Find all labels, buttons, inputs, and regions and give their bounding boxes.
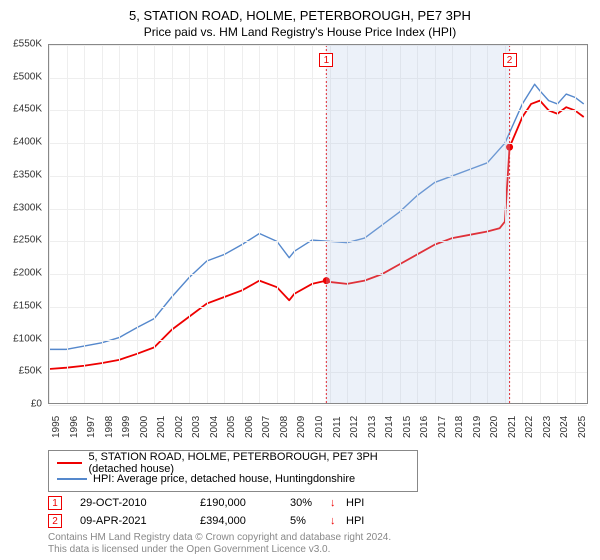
x-tick-label: 2024 [559,416,570,438]
chart-plot-area: 12 [48,44,588,404]
sale-marker-1: 1 [48,496,62,510]
x-tick-label: 2008 [279,416,290,438]
x-tick-label: 2013 [367,416,378,438]
x-tick-label: 2005 [226,416,237,438]
chart-title: 5, STATION ROAD, HOLME, PETERBOROUGH, PE… [0,0,600,23]
footer: Contains HM Land Registry data © Crown c… [48,532,391,555]
y-tick-label: £450K [13,104,42,115]
footer-line-2: This data is licensed under the Open Gov… [48,544,391,556]
y-tick-label: £100K [13,333,42,344]
y-tick-label: £200K [13,268,42,279]
x-tick-label: 1995 [51,416,62,438]
legend-row-property: 5, STATION ROAD, HOLME, PETERBOROUGH, PE… [57,455,409,471]
x-tick-label: 2000 [139,416,150,438]
x-tick-label: 2006 [244,416,255,438]
y-axis-labels: £0£50K£100K£150K£200K£250K£300K£350K£400… [0,44,46,404]
legend-swatch-hpi [57,478,87,480]
y-tick-label: £150K [13,300,42,311]
y-tick-label: £350K [13,169,42,180]
x-tick-label: 2018 [454,416,465,438]
x-tick-label: 2011 [332,416,343,438]
x-tick-label: 2009 [296,416,307,438]
sale-date-2: 09-APR-2021 [80,515,200,527]
sale-row-1: 1 29-OCT-2010 £190,000 30% ↓ HPI [48,494,376,512]
x-tick-label: 1997 [86,416,97,438]
y-tick-label: £500K [13,71,42,82]
x-tick-label: 2020 [489,416,500,438]
sale-arrow-2-icon: ↓ [330,515,346,527]
x-tick-label: 2016 [419,416,430,438]
x-tick-label: 1996 [69,416,80,438]
sale-suffix-2: HPI [346,515,376,527]
legend-label-property: 5, STATION ROAD, HOLME, PETERBOROUGH, PE… [88,451,409,475]
sales-table: 1 29-OCT-2010 £190,000 30% ↓ HPI 2 09-AP… [48,494,376,530]
chart-subtitle: Price paid vs. HM Land Registry's House … [0,23,600,43]
sale-arrow-1-icon: ↓ [330,497,346,509]
x-tick-label: 2023 [542,416,553,438]
y-tick-label: £250K [13,235,42,246]
x-tick-label: 1998 [104,416,115,438]
y-tick-label: £50K [19,366,42,377]
x-tick-label: 2003 [191,416,202,438]
sale-date-1: 29-OCT-2010 [80,497,200,509]
y-tick-label: £300K [13,202,42,213]
sale-suffix-1: HPI [346,497,376,509]
legend: 5, STATION ROAD, HOLME, PETERBOROUGH, PE… [48,450,418,492]
y-tick-label: £400K [13,137,42,148]
legend-swatch-property [57,462,82,465]
x-tick-label: 2017 [437,416,448,438]
x-tick-label: 1999 [121,416,132,438]
x-tick-label: 2021 [507,416,518,438]
chart-marker-1: 1 [319,53,333,67]
footer-line-1: Contains HM Land Registry data © Crown c… [48,532,391,544]
x-tick-label: 2010 [314,416,325,438]
legend-label-hpi: HPI: Average price, detached house, Hunt… [93,473,355,485]
x-tick-label: 2002 [174,416,185,438]
x-tick-label: 2001 [156,416,167,438]
chart-container: 5, STATION ROAD, HOLME, PETERBOROUGH, PE… [0,0,600,560]
y-tick-label: £0 [31,399,42,410]
x-tick-label: 2014 [384,416,395,438]
x-tick-label: 2004 [209,416,220,438]
x-tick-label: 2025 [577,416,588,438]
sale-marker-2: 2 [48,514,62,528]
sale-pct-1: 30% [290,497,330,509]
sale-row-2: 2 09-APR-2021 £394,000 5% ↓ HPI [48,512,376,530]
x-tick-label: 2015 [402,416,413,438]
sale-price-1: £190,000 [200,497,290,509]
x-tick-label: 2012 [349,416,360,438]
x-axis-labels: 1995 1996 1997 1998 1999 2000 2001 2002 2003 2004… [48,406,588,446]
chart-marker-2: 2 [503,53,517,67]
x-tick-label: 2022 [524,416,535,438]
sale-pct-2: 5% [290,515,330,527]
x-tick-label: 2019 [472,416,483,438]
y-tick-label: £550K [13,39,42,50]
sale-price-2: £394,000 [200,515,290,527]
x-tick-label: 2007 [261,416,272,438]
